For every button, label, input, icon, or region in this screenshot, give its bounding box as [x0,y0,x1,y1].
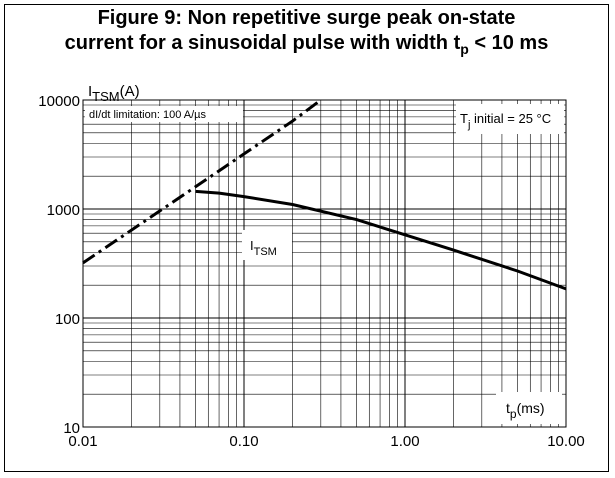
didt-limit-line [82,98,322,265]
y-axis-label: ITSM(A) [88,83,140,104]
x-tick-label: 0.01 [68,433,97,450]
x-tick-label: 10.00 [547,433,585,450]
x-axis-label: tp(ms) [496,392,562,424]
series-layer [82,98,567,291]
y-tick-label: 1000 [47,202,80,219]
title-line-1: Figure 9: Non repetitive surge peak on-s… [97,7,516,29]
tj-sub: j [467,119,470,131]
x-axis-label-unit: (ms) [517,400,545,416]
itsm-label-text: ITSM [250,238,277,258]
itsm-curve [195,189,567,291]
itsm-label-sub: TSM [254,246,277,258]
y-tick-label: 10000 [38,93,80,110]
y-axis-label-unit: (A) [120,83,140,100]
x-axis-label-text: tp(ms) [506,400,545,421]
title-line-2-end: < 10 ms [468,32,549,54]
x-axis-label-main: t [506,400,510,416]
y-axis-label-sub: TSM [92,89,119,104]
x-axis-label-sub: p [510,407,517,421]
tj-main: T [460,111,468,126]
tick-labels: 0.01 0.10 1.00 10.00 10 100 1000 10000 [38,93,584,450]
plot-border [82,99,567,428]
y-axis-label-main: I [88,83,92,100]
tj-rest: initial = 25 °C [470,111,551,126]
itsm-label-main: I [250,238,254,253]
didt-annotation-text: dI/dt limitation: 100 A/µs [89,109,207,121]
title-line-2-sub: p [460,41,469,57]
title-line-2-main: current for a sinusoidal pulse with widt… [64,32,461,54]
tj-annotation-text: Tj initial = 25 °C [460,111,551,131]
figure-title: Figure 9: Non repetitive surge peak on-s… [4,6,609,62]
title-line-2: current for a sinusoidal pulse with widt… [4,31,609,62]
series-label-itsm: ITSM [242,230,292,260]
x-tick-label: 1.00 [390,433,419,450]
y-tick-label: 100 [55,311,80,328]
x-tick-label: 0.10 [229,433,258,450]
didt-annotation: dI/dt limitation: 100 A/µs [85,106,243,122]
tj-annotation: Tj initial = 25 °C [456,104,564,134]
y-tick-label: 10 [63,420,80,437]
grid [83,100,566,427]
